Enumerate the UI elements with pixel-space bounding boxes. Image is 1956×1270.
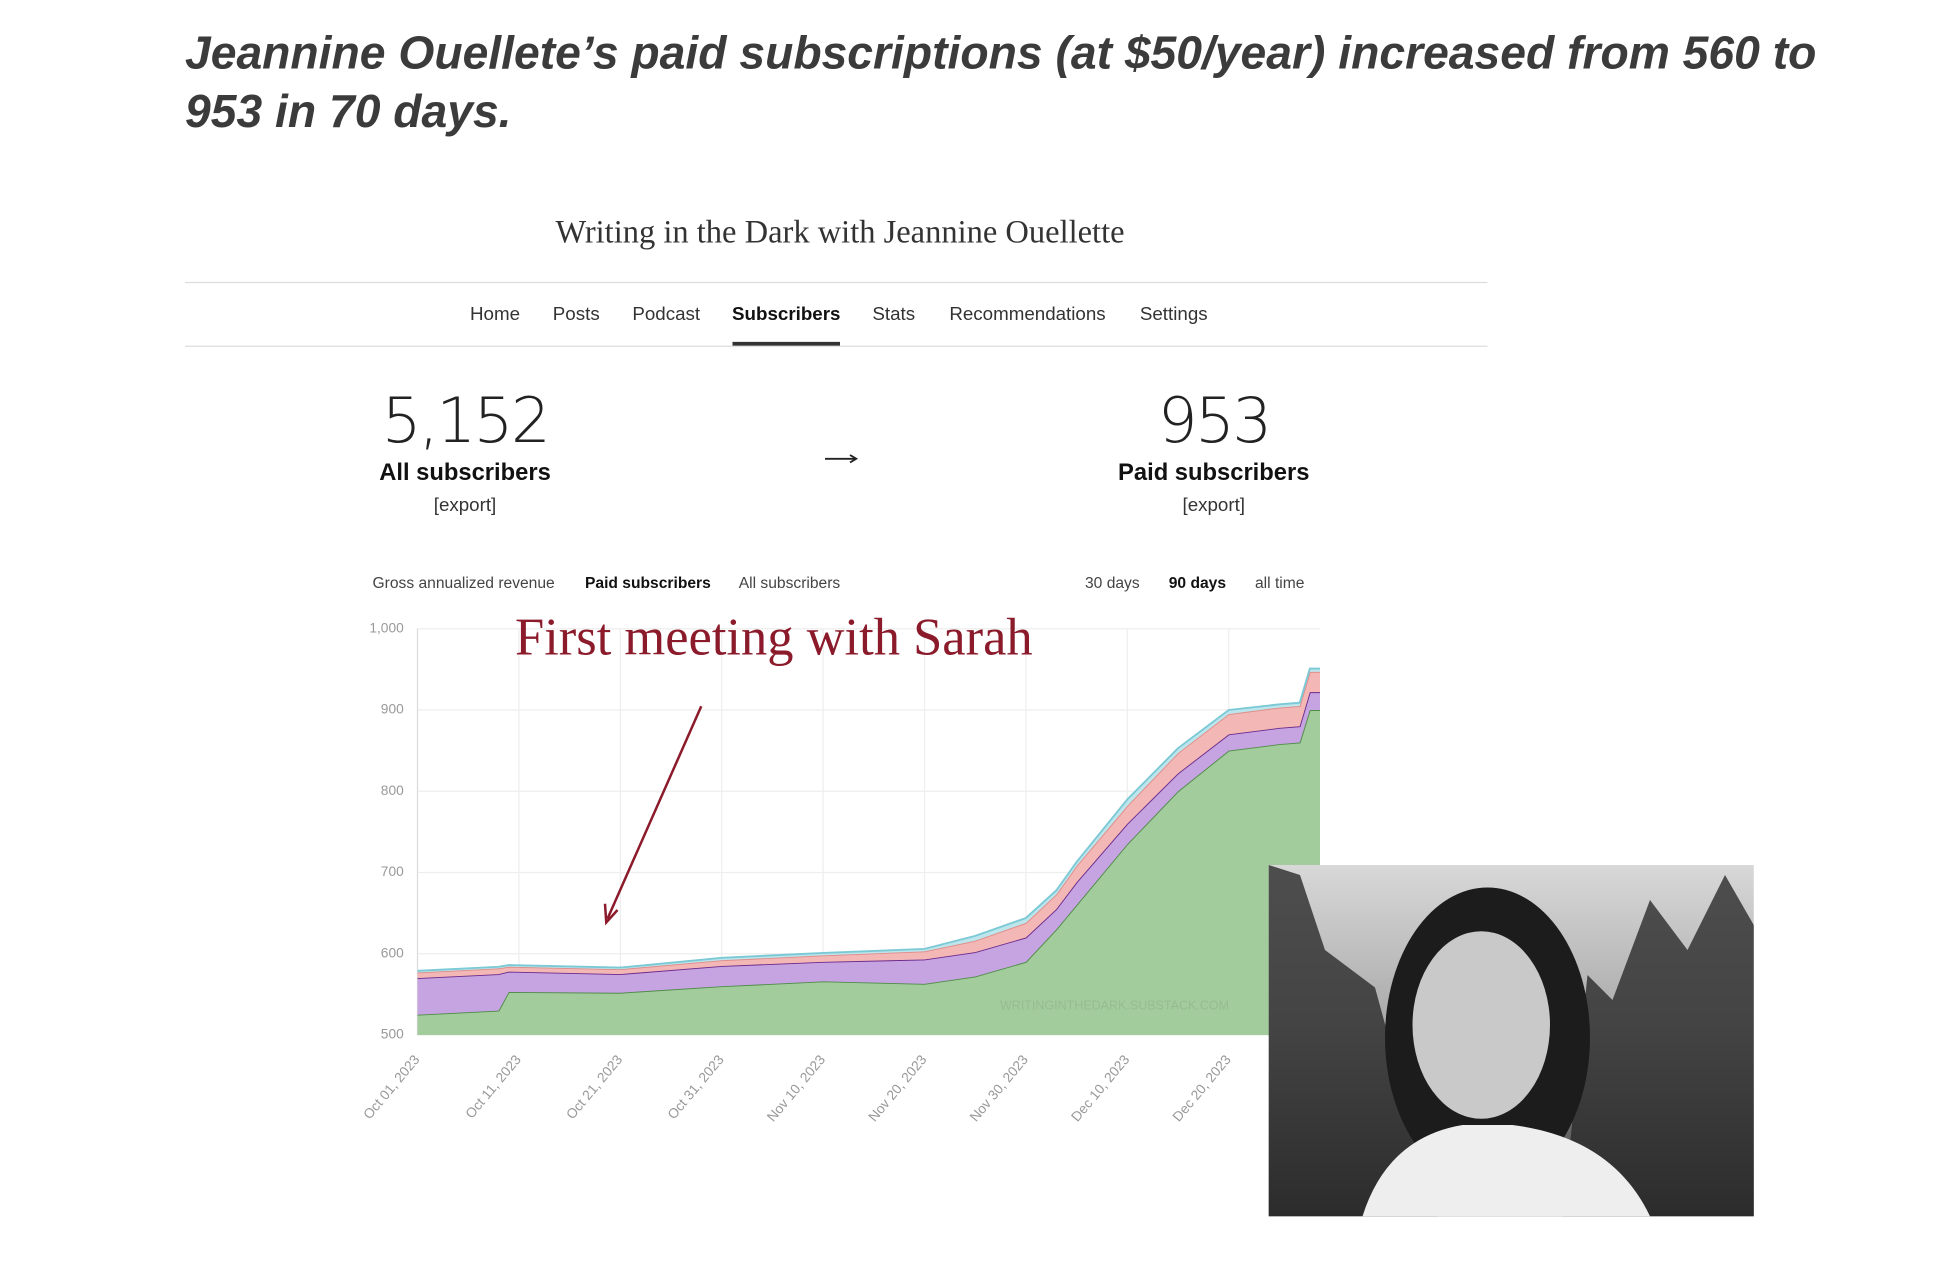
photo-face [1412,931,1550,1119]
nav-tab[interactable]: Stats [872,303,915,324]
nav-tab[interactable]: Posts [553,303,600,324]
export-link[interactable]: [export] [434,494,497,515]
watermark: WRITINGINTHEDARK.SUBSTACK.COM [1000,999,1229,1013]
headline: Jeannine Ouellete’s paid subscriptions (… [185,26,1816,78]
nav-tab[interactable]: Home [470,303,520,324]
range-tab[interactable]: all time [1255,575,1304,592]
area-line [417,670,1320,974]
y-tick-label: 700 [381,864,404,879]
annotation-arrow [606,705,703,920]
nav-tab[interactable]: Subscribers [732,303,840,324]
x-tick-label: Dec 10, 2023 [1068,1052,1132,1125]
y-tick-label: 600 [381,945,404,960]
y-tick-label: 800 [381,783,404,798]
range-tab[interactable]: 30 days [1085,575,1140,592]
annotation-arrowhead [603,903,619,926]
nav-tab[interactable]: Podcast [632,303,701,324]
photo-trees [1268,865,1754,1217]
headline: 953 in 70 days. [185,85,512,137]
chart-tab[interactable]: Gross annualized revenue [373,575,555,592]
x-tick-label: Oct 21, 2023 [563,1052,625,1122]
area [417,692,1320,1015]
area-line [417,709,1320,1016]
arrow-head [849,454,859,464]
range-tab[interactable]: 90 days [1169,575,1227,592]
x-tick-label: Nov 30, 2023 [967,1052,1031,1125]
photo-shirt [1362,1125,1650,1217]
x-tick-label: Dec 20, 2023 [1170,1052,1234,1125]
chart-tab[interactable]: Paid subscribers [585,575,711,592]
y-tick-label: 500 [381,1027,404,1042]
area [417,710,1320,1035]
stat-value: 953 [1158,384,1270,457]
stat-label: Paid subscribers [1118,459,1309,486]
annotation: First meeting with Sarah [515,609,1033,667]
site-title: Writing in the Dark with Jeannine Ouelle… [555,214,1124,250]
stat-label: All subscribers [379,459,551,486]
x-tick-label: Oct 31, 2023 [665,1052,727,1122]
export-link[interactable]: [export] [1182,494,1245,515]
nav-tab[interactable]: Recommendations [949,303,1105,324]
chart-tab[interactable]: All subscribers [739,575,841,592]
y-tick-label: 900 [381,702,404,717]
nav-tab[interactable]: Settings [1140,303,1208,324]
x-tick-label: Nov 10, 2023 [764,1052,828,1125]
x-tick-label: Oct 01, 2023 [360,1052,422,1122]
area-line [417,667,1320,972]
x-tick-label: Oct 11, 2023 [463,1052,525,1121]
y-tick-label: 1,000 [369,620,404,635]
x-tick-label: Nov 20, 2023 [866,1052,930,1125]
stat-value: 5,152 [382,384,548,457]
